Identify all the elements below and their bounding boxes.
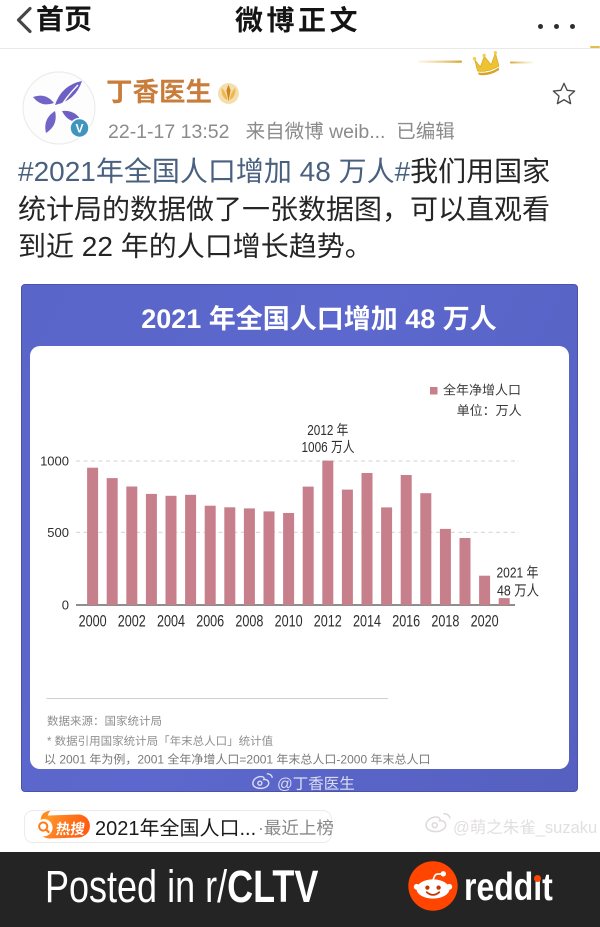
svg-text:2008: 2008 — [235, 612, 263, 631]
svg-text:2006: 2006 — [196, 612, 224, 631]
svg-text:2010: 2010 — [275, 612, 303, 631]
svg-text:1006 万人: 1006 万人 — [302, 439, 355, 456]
svg-text:2020: 2020 — [471, 612, 499, 631]
svg-text:48 万人: 48 万人 — [497, 583, 539, 600]
svg-text:2000: 2000 — [79, 612, 107, 631]
svg-text:2012: 2012 — [314, 612, 342, 631]
svg-text:2004: 2004 — [157, 612, 185, 631]
svg-text:全年净增人口: 全年净增人口 — [443, 383, 521, 398]
svg-text:0: 0 — [62, 598, 69, 613]
svg-text:2002: 2002 — [118, 612, 146, 631]
svg-text:2021 年: 2021 年 — [497, 565, 539, 582]
svg-text:2014: 2014 — [353, 612, 381, 631]
svg-text:500: 500 — [47, 525, 69, 540]
svg-text:2018: 2018 — [431, 612, 459, 631]
svg-text:单位：万人: 单位：万人 — [457, 403, 522, 418]
svg-text:数据来源：国家统计局: 数据来源：国家统计局 — [47, 715, 162, 728]
svg-text:2012 年: 2012 年 — [307, 422, 348, 439]
svg-text:V: V — [75, 122, 83, 136]
svg-text:2016: 2016 — [392, 612, 420, 631]
svg-text:* 数据引用国家统计局「年末总人口」统计值: * 数据引用国家统计局「年末总人口」统计值 — [47, 735, 274, 748]
svg-text:1000: 1000 — [40, 454, 69, 469]
svg-text:以 2001 年为例，2001 全年净增人口=2001 年末: 以 2001 年为例，2001 全年净增人口=2001 年末总人口-2000 年… — [44, 753, 430, 767]
